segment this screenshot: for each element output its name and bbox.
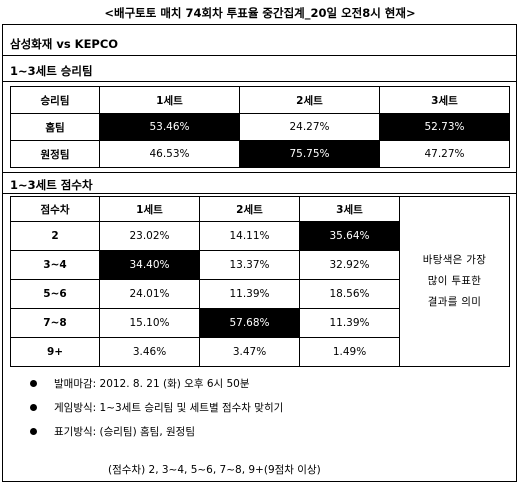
info-item-text: 발매마감: 2012. 8. 21 (화) 오후 6시 50분	[54, 378, 250, 390]
row-label: 원정팀	[10, 140, 100, 168]
value-cell: 3.46%	[99, 337, 200, 367]
header-cell: 3세트	[299, 196, 400, 222]
section-title-score-diff: 1~3세트 점수차	[10, 178, 93, 192]
row-label: 3~4	[10, 250, 100, 280]
value-cell: 3.47%	[199, 337, 300, 367]
value-cell-highlighted: 57.68%	[199, 308, 300, 338]
header-cell: 3세트	[379, 86, 510, 114]
bullet-icon	[30, 380, 37, 387]
row-label: 9+	[10, 337, 100, 367]
value-cell-highlighted: 35.64%	[299, 221, 400, 251]
value-cell: 15.10%	[99, 308, 200, 338]
section-title-winner: 1~3세트 승리팀	[10, 64, 93, 78]
legend-note-line: 많이 투표한	[427, 275, 482, 287]
table-row: 홈팀 53.46% 24.27% 52.73%	[10, 113, 510, 141]
value-cell-highlighted: 34.40%	[99, 250, 200, 280]
value-cell: 11.39%	[199, 279, 300, 309]
value-cell: 46.53%	[99, 140, 240, 168]
divider	[2, 172, 517, 173]
value-cell: 24.27%	[239, 113, 380, 141]
header-cell: 1세트	[99, 86, 240, 114]
legend-note: 바탕색은 가장 많이 투표한 결과를 의미	[399, 196, 510, 367]
value-cell-highlighted: 52.73%	[379, 113, 510, 141]
info-item-text: 게임방식: 1~3세트 승리팀 및 세트별 점수차 맞히기	[54, 402, 284, 414]
value-cell: 47.27%	[379, 140, 510, 168]
value-cell: 1.49%	[299, 337, 400, 367]
table-row: 5~6 24.01% 11.39% 18.56%	[10, 279, 510, 309]
table-row: 2 23.02% 14.11% 35.64%	[10, 221, 510, 251]
value-cell: 32.92%	[299, 250, 400, 280]
value-cell-highlighted: 53.46%	[99, 113, 240, 141]
row-label: 5~6	[10, 279, 100, 309]
info-item: 게임방식: 1~3세트 승리팀 및 세트별 점수차 맞히기	[30, 400, 500, 424]
match-title: 삼성화재 vs KEPCO	[10, 37, 119, 51]
score-diff-table: 점수차 1세트 2세트 3세트 바탕색은 가장 많이 투표한 결과를 의미 2 …	[10, 196, 510, 367]
row-label: 2	[10, 221, 100, 251]
bullet-icon	[30, 428, 37, 435]
table-row: 7~8 15.10% 57.68% 11.39%	[10, 308, 510, 338]
header-cell: 2세트	[239, 86, 380, 114]
header-cell: 2세트	[199, 196, 300, 222]
info-item-text: 표기방식: (승리팀) 홈팀, 원정팀	[54, 426, 196, 438]
winner-table: 승리팀 1세트 2세트 3세트 홈팀 53.46% 24.27% 52.73% …	[10, 86, 510, 168]
table-row: 3~4 34.40% 13.37% 32.92%	[10, 250, 510, 280]
value-cell: 13.37%	[199, 250, 300, 280]
table-header-row: 점수차 1세트 2세트 3세트 바탕색은 가장 많이 투표한 결과를 의미	[10, 196, 510, 367]
table-row: 원정팀 46.53% 75.75% 47.27%	[10, 140, 510, 168]
page-title: <배구토토 매치 74회차 투표율 중간집계_20일 오전8시 현재>	[104, 6, 416, 20]
info-list: 발매마감: 2012. 8. 21 (화) 오후 6시 50분 게임방식: 1~…	[30, 376, 500, 448]
divider	[2, 55, 517, 56]
value-cell: 24.01%	[99, 279, 200, 309]
legend-note-line: 결과를 의미	[427, 296, 482, 308]
header-cell: 점수차	[10, 196, 100, 222]
row-label: 홈팀	[10, 113, 100, 141]
bullet-icon	[30, 404, 37, 411]
info-item: 발매마감: 2012. 8. 21 (화) 오후 6시 50분	[30, 376, 500, 400]
divider	[2, 81, 517, 82]
content-frame	[2, 24, 517, 482]
header-cell: 1세트	[99, 196, 200, 222]
row-label: 7~8	[10, 308, 100, 338]
header-cell: 승리팀	[10, 86, 100, 114]
table-row: 9+ 3.46% 3.47% 1.49%	[10, 337, 510, 367]
value-cell-highlighted: 75.75%	[239, 140, 380, 168]
value-cell: 18.56%	[299, 279, 400, 309]
info-item: 표기방식: (승리팀) 홈팀, 원정팀	[30, 424, 500, 448]
value-cell: 23.02%	[99, 221, 200, 251]
value-cell: 11.39%	[299, 308, 400, 338]
table-header-row: 승리팀 1세트 2세트 3세트	[10, 86, 510, 114]
score-diff-notation: (점수차) 2, 3~4, 5~6, 7~8, 9+(9점차 이상)	[108, 464, 321, 476]
value-cell: 14.11%	[199, 221, 300, 251]
divider	[2, 193, 517, 194]
legend-note-line: 바탕색은 가장	[422, 254, 487, 266]
